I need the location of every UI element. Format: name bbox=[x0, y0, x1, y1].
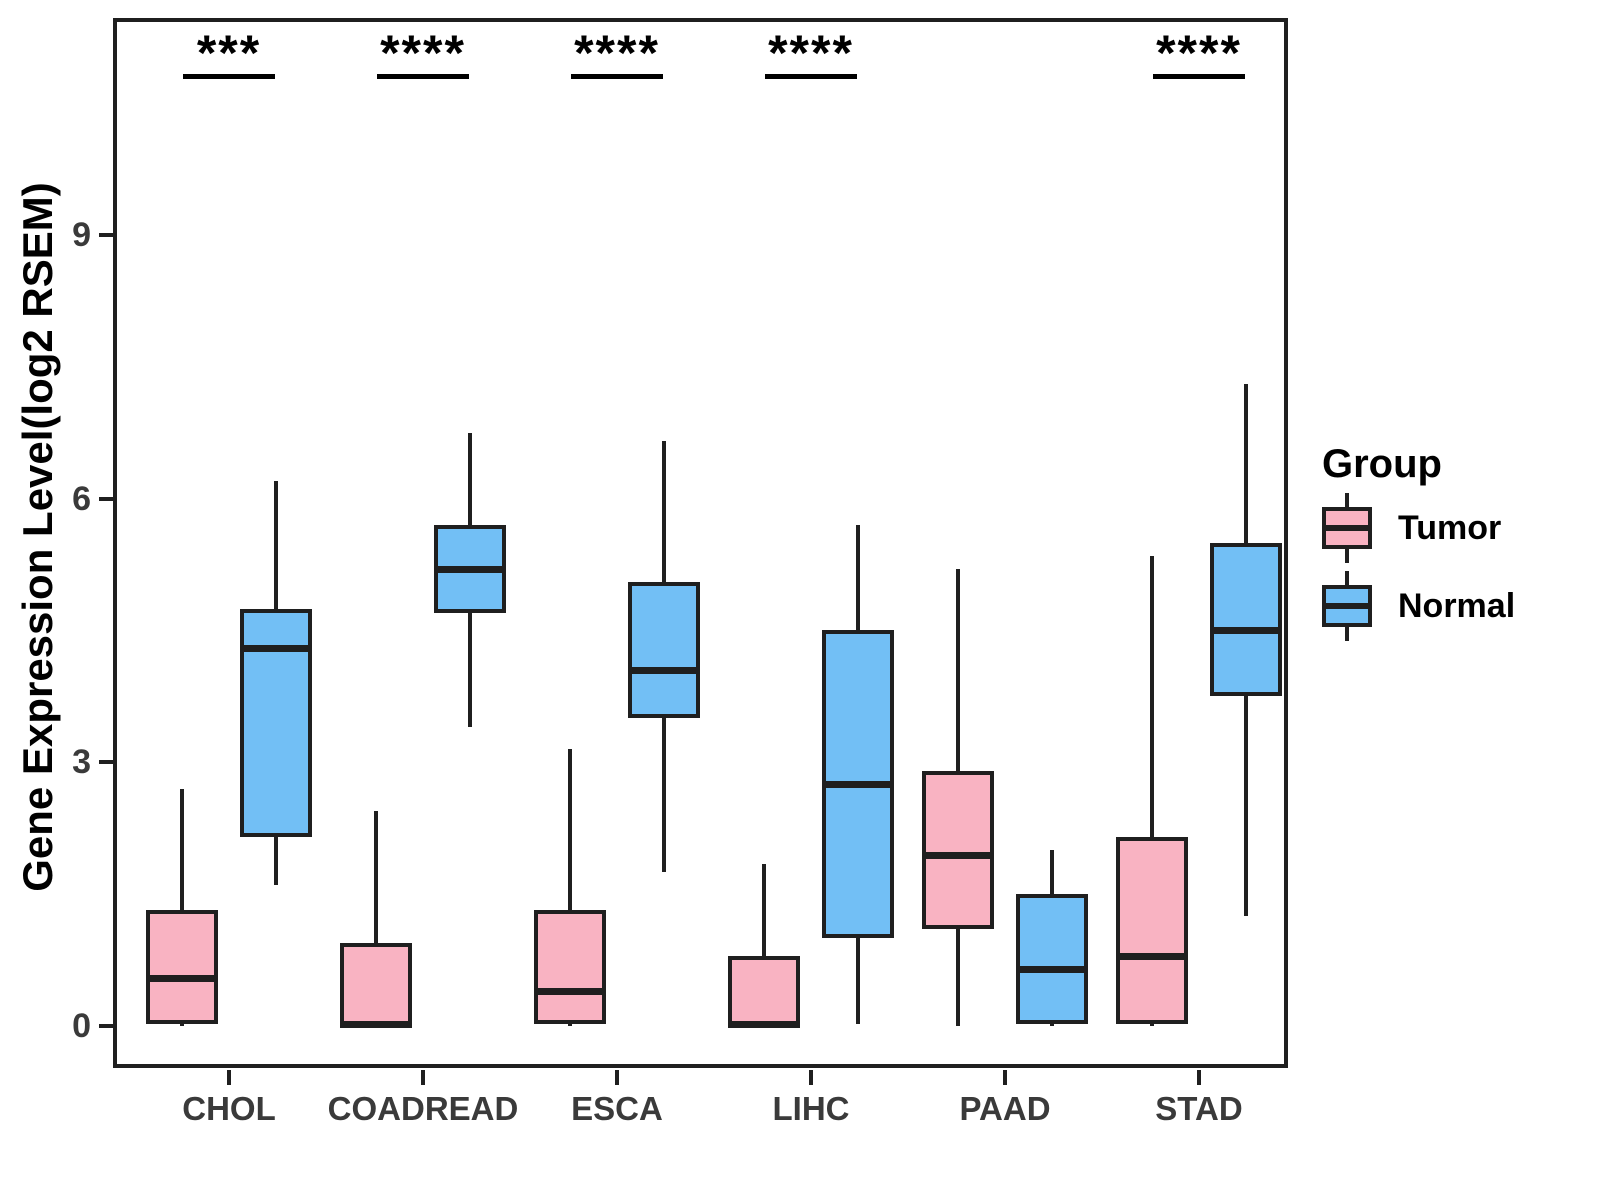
significance-stars-chol: *** bbox=[196, 25, 262, 81]
lihc-tumor-upper-whisker bbox=[762, 863, 766, 956]
stad-normal-lower-whisker bbox=[1244, 696, 1248, 917]
stad-tumor-lower-whisker bbox=[1150, 1024, 1154, 1027]
x-tick bbox=[227, 1070, 231, 1085]
esca-normal-median bbox=[628, 667, 700, 675]
x-axis-label-stad: STAD bbox=[1155, 1090, 1243, 1127]
stad-tumor-box bbox=[1116, 837, 1188, 1025]
lihc-normal-median bbox=[822, 781, 894, 789]
legend-label-normal: Normal bbox=[1398, 586, 1516, 625]
y-tick-label: 0 bbox=[72, 1007, 91, 1046]
normal-boxplot-glyph-icon bbox=[1322, 571, 1372, 641]
chol-tumor-lower-whisker bbox=[180, 1024, 184, 1027]
y-tick bbox=[99, 760, 113, 765]
x-tick bbox=[809, 1070, 813, 1085]
legend: Group Tumor Normal bbox=[1322, 442, 1582, 642]
stad-normal-median bbox=[1210, 627, 1282, 635]
paad-tumor-lower-whisker bbox=[956, 929, 960, 1027]
y-tick-label: 6 bbox=[72, 479, 91, 518]
y-tick bbox=[99, 232, 113, 237]
x-axis-label-coadread: COADREAD bbox=[327, 1090, 519, 1127]
glyph-median bbox=[1322, 603, 1372, 609]
chol-tumor-upper-whisker bbox=[180, 788, 184, 911]
paad-tumor-median bbox=[922, 851, 994, 859]
chol-tumor-box bbox=[146, 910, 218, 1025]
paad-normal-lower-whisker bbox=[1050, 1024, 1054, 1027]
coadread-normal-median bbox=[434, 565, 506, 573]
coadread-normal-upper-whisker bbox=[468, 432, 472, 525]
coadread-normal-lower-whisker bbox=[468, 612, 472, 728]
significance-stars-coadread: **** bbox=[380, 25, 466, 81]
significance-stars-lihc: **** bbox=[768, 25, 854, 81]
stad-tumor-median bbox=[1116, 952, 1188, 960]
x-tick bbox=[421, 1070, 425, 1085]
coadread-tumor-box bbox=[340, 942, 412, 1027]
esca-tumor-lower-whisker bbox=[568, 1024, 572, 1027]
y-tick-label: 3 bbox=[72, 743, 91, 782]
legend-title: Group bbox=[1322, 442, 1442, 486]
legend-item-tumor: Tumor bbox=[1322, 492, 1582, 564]
x-tick bbox=[1003, 1070, 1007, 1085]
glyph-median bbox=[1322, 525, 1372, 531]
lihc-tumor-box bbox=[728, 955, 800, 1027]
significance-stars-stad: **** bbox=[1156, 25, 1242, 81]
legend-item-normal: Normal bbox=[1322, 570, 1582, 642]
chol-normal-lower-whisker bbox=[274, 837, 278, 886]
lihc-tumor-median bbox=[728, 1021, 800, 1029]
tumor-boxplot-glyph-icon bbox=[1322, 493, 1372, 563]
esca-tumor-box bbox=[534, 910, 606, 1025]
x-axis-label-lihc: LIHC bbox=[772, 1090, 850, 1127]
esca-normal-lower-whisker bbox=[662, 718, 666, 873]
y-tick bbox=[99, 496, 113, 501]
paad-normal-median bbox=[1016, 966, 1088, 974]
coadread-tumor-upper-whisker bbox=[374, 810, 378, 943]
chol-normal-box bbox=[240, 608, 312, 838]
stad-normal-box bbox=[1210, 542, 1282, 697]
plot-layer: 0 3 6 9 CHOL COADREAD ESCA LIHC PAAD STAD *** **** *… bbox=[72, 22, 1284, 1127]
paad-normal-upper-whisker bbox=[1050, 850, 1054, 895]
plot-panel: 0 3 6 9 CHOL COADREAD ESCA LIHC PAAD STAD *** **** *… bbox=[72, 18, 1288, 1127]
chol-normal-upper-whisker bbox=[274, 481, 278, 609]
y-tick bbox=[99, 1024, 113, 1029]
x-tick bbox=[615, 1070, 619, 1085]
coadread-tumor-median bbox=[340, 1021, 412, 1029]
lihc-normal-lower-whisker bbox=[856, 938, 860, 1025]
legend-label-tumor: Tumor bbox=[1398, 508, 1502, 547]
significance-bar-coadread bbox=[377, 74, 469, 79]
stad-tumor-upper-whisker bbox=[1150, 555, 1154, 838]
paad-tumor-box bbox=[922, 771, 994, 930]
chol-tumor-median bbox=[146, 974, 218, 982]
y-tick-label: 9 bbox=[72, 215, 91, 254]
significance-stars-esca: **** bbox=[574, 25, 660, 81]
stad-normal-upper-whisker bbox=[1244, 384, 1248, 543]
significance-bar-stad bbox=[1153, 74, 1245, 79]
lihc-normal-upper-whisker bbox=[856, 524, 860, 631]
esca-tumor-median bbox=[534, 988, 606, 996]
paad-normal-box bbox=[1016, 894, 1088, 1025]
y-axis-title: Gene Expression Level(log2 RSEM) bbox=[14, 182, 61, 892]
significance-bar-chol bbox=[183, 74, 275, 79]
x-axis-label-paad: PAAD bbox=[959, 1090, 1051, 1127]
esca-normal-box bbox=[628, 582, 700, 719]
chol-normal-median bbox=[240, 645, 312, 653]
esca-tumor-upper-whisker bbox=[568, 749, 572, 911]
x-axis-label-esca: ESCA bbox=[571, 1090, 663, 1127]
esca-normal-upper-whisker bbox=[662, 441, 666, 583]
significance-bar-lihc bbox=[765, 74, 857, 79]
x-axis-label-chol: CHOL bbox=[182, 1090, 276, 1127]
significance-bar-esca bbox=[571, 74, 663, 79]
paad-tumor-upper-whisker bbox=[956, 568, 960, 772]
x-tick bbox=[1197, 1070, 1201, 1085]
